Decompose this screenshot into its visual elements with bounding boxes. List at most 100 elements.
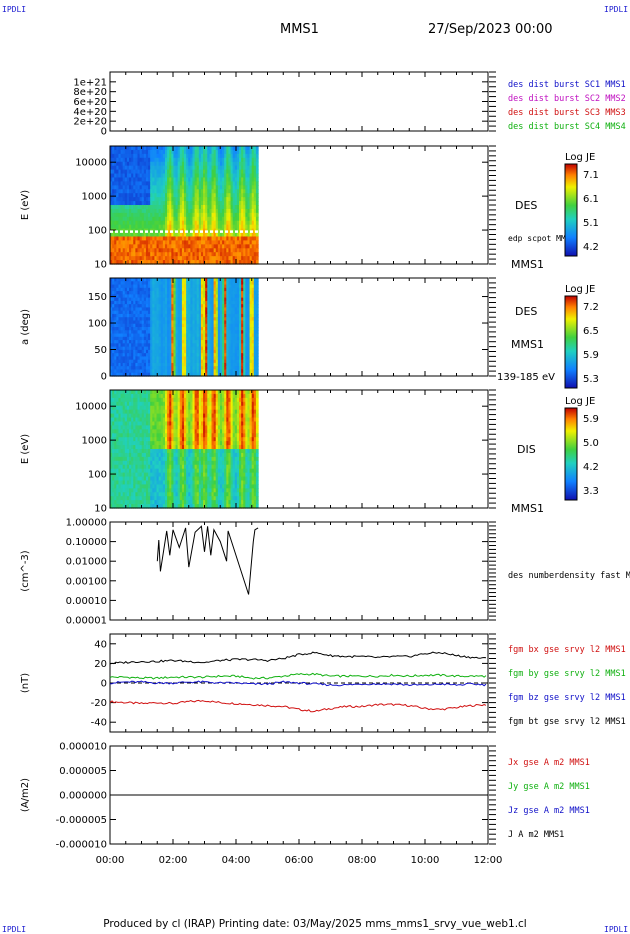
heatmap-cell [241,317,244,322]
heatmap-cell [239,356,242,361]
heatmap-cell [145,256,149,261]
heatmap-cell [194,297,198,302]
heatmap-cell [120,362,124,367]
heatmap-cell [156,220,160,226]
heatmap-cell [150,256,153,261]
heatmap-cell [241,197,244,202]
heatmap-cell [213,177,217,182]
heatmap-cell [110,256,113,261]
heatmap-cell [167,201,170,206]
heatmap-cell [228,340,232,344]
heatmap-cell [219,372,223,377]
heatmap-cell [236,340,240,344]
heatmap-cell [209,205,213,210]
heatmap-cell [226,220,230,226]
heatmap-cell [160,161,164,167]
heatmap-cell [207,244,211,249]
heatmap-cell [154,244,158,249]
heatmap-cell [133,333,136,338]
heatmap-cell [192,343,196,348]
heatmap-cell [232,205,236,210]
heatmap-cell [241,169,244,175]
heatmap-cell [198,165,202,171]
heatmap-cell [217,201,221,206]
heatmap-cell [230,244,234,249]
heatmap-cell [131,212,134,218]
heatmap-cell [255,287,259,292]
heatmap-cell [135,220,139,226]
heatmap-cell [181,297,185,302]
heatmap-cell [124,232,128,238]
heatmap-cell [118,492,122,497]
heatmap-cell [135,291,139,295]
heatmap-cell [194,232,198,238]
heatmap-cell [236,193,240,198]
heatmap-cell [112,320,115,325]
heatmap-cell [133,472,136,478]
heatmap-cell [156,330,160,335]
heatmap-cell [184,366,187,371]
heatmap-cell [249,224,253,230]
heatmap-cell [126,284,130,289]
heatmap-cell [160,216,164,222]
heatmap-cell [243,278,246,282]
heatmap-cell [213,297,217,302]
heatmap-cell [162,340,166,344]
heatmap-cell [143,323,147,328]
heatmap-cell [239,372,242,377]
heatmap-cell [160,165,164,171]
heatmap-cell [141,304,145,308]
heatmap-cell [126,441,130,446]
heatmap-cell [205,349,208,354]
heatmap-cell [181,232,185,238]
heatmap-cell [207,189,211,194]
heatmap-cell [110,252,113,257]
heatmap-cell [137,287,141,292]
heatmap-cell [133,390,136,395]
heatmap-cell [114,393,117,399]
heatmap-cell [253,177,257,182]
heatmap-cell [203,185,206,190]
heatmap-cell [114,484,117,489]
heatmap-cell [150,169,153,175]
heatmap-cell [207,146,211,151]
heatmap-cell [177,330,181,335]
heatmap-cell [190,287,194,292]
heatmap-cell [129,449,132,454]
heatmap-cell [110,146,113,151]
heatmap-cell [239,307,242,312]
heatmap-cell [243,340,246,344]
heatmap-cell [177,359,181,364]
heatmap-cell [133,452,136,458]
heatmap-cell [150,369,153,374]
heatmap-cell [122,504,126,509]
heatmap-cell [215,146,219,151]
heatmap-cell [224,353,227,357]
heatmap-cell [224,157,227,163]
heatmap-cell [122,252,126,257]
heatmap-cell [232,208,236,214]
heatmap-cell [226,278,230,282]
heatmap-cell [129,437,132,442]
heatmap-cell [228,212,232,218]
heatmap-cell [213,353,217,357]
heatmap-cell [255,317,259,322]
heatmap-cell [181,153,185,159]
heatmap-cell [116,197,120,202]
heatmap-cell [226,336,230,341]
heatmap-cell [245,369,249,374]
heatmap-cell [124,165,128,171]
heatmap-cell [181,304,185,308]
heatmap-cell [124,340,128,344]
heatmap-cell [205,278,208,282]
heatmap-cell [222,284,225,289]
heatmap-cell [228,165,232,171]
heatmap-cell [177,205,181,210]
heatmap-cell [198,224,202,230]
heatmap-cell [139,294,143,299]
heatmap-cell [120,340,124,344]
heatmap-cell [133,372,136,377]
heatmap-cell [173,297,177,302]
heatmap-cell [226,169,230,175]
heatmap-cell [194,216,198,222]
